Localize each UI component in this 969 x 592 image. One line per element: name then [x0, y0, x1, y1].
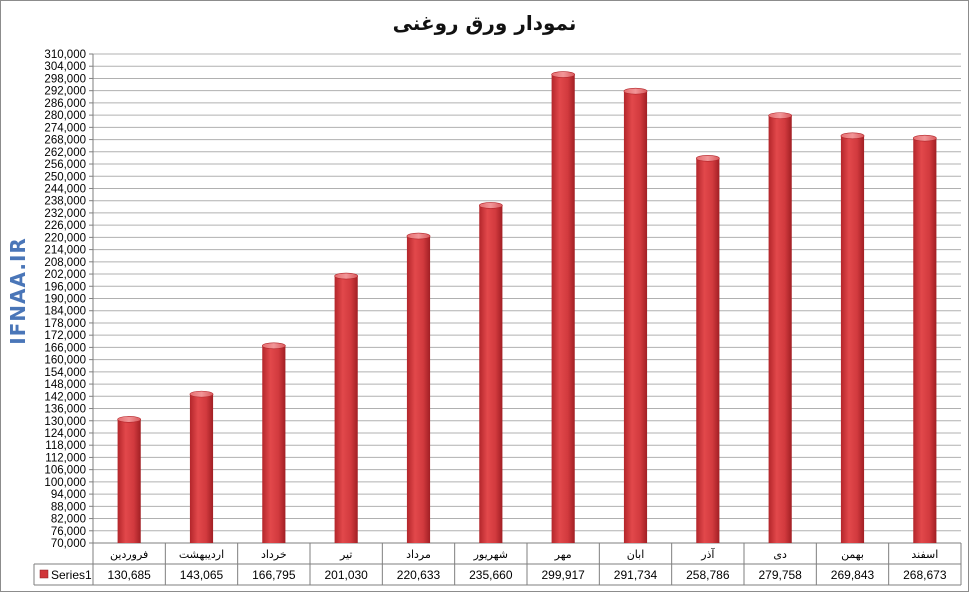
- bar: [406, 236, 431, 543]
- category-label: اسفند: [911, 548, 938, 561]
- bar: [840, 135, 865, 543]
- y-tick-label: 112,000: [45, 452, 86, 464]
- y-tick-label: 130,000: [44, 416, 86, 428]
- category-label: تیر: [339, 548, 352, 561]
- category-label: مرداد: [406, 548, 431, 561]
- bar-cap: [261, 342, 286, 350]
- y-tick-label: 280,000: [44, 110, 86, 122]
- y-tick-label: 148,000: [44, 379, 86, 391]
- bar-cap: [478, 202, 503, 209]
- bar-cap: [840, 132, 865, 140]
- value-label: 279,758: [758, 568, 802, 582]
- y-tick-label: 268,000: [44, 135, 86, 147]
- y-tick-label: 226,000: [44, 220, 86, 232]
- bar: [696, 158, 720, 544]
- bar: [551, 74, 575, 543]
- value-label: 220,633: [397, 568, 441, 582]
- y-tick-label: 172,000: [44, 330, 86, 342]
- bar-cap: [334, 272, 359, 280]
- y-tick-label: 220,000: [44, 232, 86, 244]
- y-tick-label: 106,000: [44, 465, 86, 477]
- value-label: 143,065: [180, 568, 224, 582]
- category-label: مهر: [554, 548, 572, 561]
- bar: [262, 345, 286, 543]
- y-tick-label: 142,000: [44, 391, 86, 403]
- y-tick-label: 304,000: [44, 61, 86, 73]
- value-label: 201,030: [324, 568, 368, 582]
- category-label: اردیبهشت: [179, 548, 224, 561]
- y-tick-label: 82,000: [51, 514, 86, 526]
- bar: [623, 91, 648, 543]
- category-label: شهریور: [473, 548, 508, 561]
- legend-key: [39, 569, 49, 579]
- y-tick-label: 196,000: [44, 281, 86, 293]
- category-label: دی: [773, 548, 787, 561]
- category-label: ابان: [627, 548, 645, 561]
- y-tick-label: 298,000: [44, 73, 86, 85]
- bar-cap: [695, 155, 720, 162]
- bar-cap: [768, 112, 793, 119]
- bar: [479, 205, 503, 543]
- y-tick-label: 184,000: [44, 306, 86, 318]
- y-tick-label: 202,000: [44, 269, 86, 281]
- y-tick-label: 208,000: [44, 257, 86, 269]
- y-tick-label: 190,000: [44, 294, 86, 306]
- bar-cap: [912, 134, 937, 142]
- chart-title: نمودار ورق روغنی: [392, 11, 577, 35]
- y-tick-label: 232,000: [44, 208, 86, 220]
- value-label: 258,786: [686, 568, 730, 582]
- value-label: 130,685: [107, 568, 151, 582]
- bar-cap: [117, 416, 142, 423]
- y-tick-label: 244,000: [44, 183, 86, 195]
- value-label: 166,795: [252, 568, 296, 582]
- category-label: خرداد: [261, 548, 287, 561]
- y-tick-label: 166,000: [44, 342, 86, 354]
- bar: [117, 419, 141, 543]
- y-tick-label: 178,000: [44, 318, 86, 330]
- y-tick-label: 256,000: [44, 159, 86, 171]
- category-label: بهمن: [841, 548, 864, 561]
- y-tick-label: 100,000: [44, 477, 86, 489]
- value-label: 268,673: [903, 568, 947, 582]
- bar-cap: [189, 390, 214, 398]
- category-label: فروردین: [110, 548, 148, 561]
- y-tick-label: 214,000: [44, 245, 86, 257]
- y-tick-label: 88,000: [51, 501, 86, 513]
- y-tick-label: 76,000: [51, 526, 86, 538]
- legend-label: Series1: [51, 568, 92, 582]
- y-tick-label: 70,000: [51, 538, 86, 550]
- y-tick-label: 136,000: [44, 404, 86, 416]
- bar-cap: [406, 232, 431, 240]
- value-label: 299,917: [541, 568, 585, 582]
- bar-cap: [623, 87, 648, 95]
- y-tick-label: 250,000: [44, 171, 86, 183]
- y-tick-label: 310,000: [44, 49, 86, 61]
- bar: [913, 138, 937, 543]
- bar: [189, 394, 214, 543]
- bar-cap: [551, 71, 576, 78]
- bar: [334, 276, 358, 543]
- y-tick-label: 292,000: [44, 86, 86, 98]
- category-label: آذر: [700, 547, 715, 561]
- y-tick-label: 274,000: [44, 122, 86, 134]
- y-tick-label: 286,000: [44, 98, 86, 110]
- y-tick-label: 124,000: [44, 428, 86, 440]
- y-tick-label: 118,000: [45, 440, 86, 452]
- value-label: 291,734: [614, 568, 658, 582]
- y-tick-label: 238,000: [44, 196, 86, 208]
- y-tick-label: 94,000: [51, 489, 86, 501]
- y-tick-label: 154,000: [44, 367, 86, 379]
- bar: [768, 115, 792, 543]
- value-label: 235,660: [469, 568, 513, 582]
- y-tick-label: 160,000: [44, 355, 86, 367]
- y-tick-label: 262,000: [44, 147, 86, 159]
- value-label: 269,843: [831, 568, 875, 582]
